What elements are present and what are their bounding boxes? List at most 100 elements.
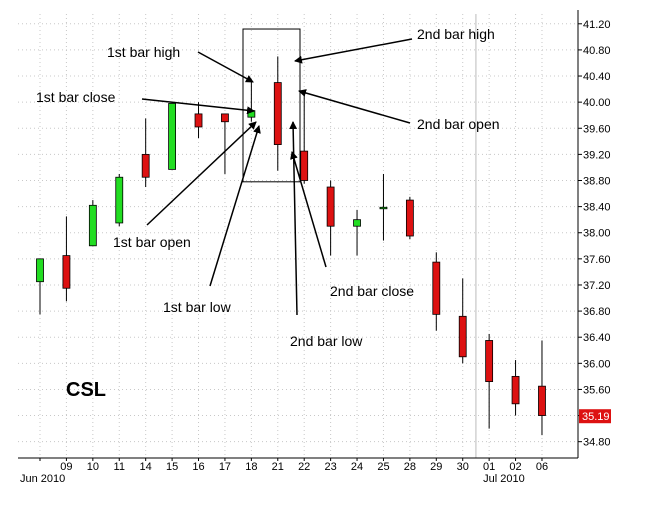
x-tick-label: 09	[60, 461, 72, 473]
candle	[300, 95, 309, 184]
highlight-box	[242, 28, 301, 183]
candle-body	[379, 206, 388, 210]
candle	[511, 360, 520, 416]
candle	[432, 252, 441, 331]
annotation-label: 2nd bar high	[417, 26, 495, 42]
y-tick-label: 40.00	[583, 97, 611, 109]
candle	[141, 118, 150, 188]
annotations: 1st bar high 1st bar close 1st bar open 1st…	[36, 26, 500, 349]
y-tick-label: 36.40	[583, 332, 611, 344]
candle-body	[141, 153, 150, 178]
annotation-label: 2nd bar close	[330, 283, 414, 299]
candle-body	[405, 199, 414, 237]
annotation: 1st bar high	[107, 44, 254, 83]
annotation-arrow	[290, 151, 327, 268]
candle	[247, 79, 256, 122]
candle-body	[115, 176, 124, 224]
candle	[405, 196, 414, 240]
annotation-arrow	[298, 89, 411, 124]
x-tick-label: 14	[140, 461, 152, 473]
annotation-arrow	[146, 121, 257, 226]
y-tick-label: 39.20	[583, 149, 611, 161]
annotation: 1st bar low	[163, 125, 261, 315]
y-tick-label: 38.00	[583, 228, 611, 240]
annotation-label: 1st bar close	[36, 89, 116, 105]
x-tick-label: 25	[377, 461, 389, 473]
y-tick-label: 36.00	[583, 358, 611, 370]
annotation-arrow	[294, 38, 413, 64]
x-tick-label: 17	[219, 461, 231, 473]
candle	[538, 340, 546, 436]
month-label: Jun 2010	[20, 473, 65, 485]
annotation: 1st bar open	[113, 121, 257, 250]
x-tick-label: 10	[87, 461, 99, 473]
candle-body	[511, 375, 520, 405]
highlight-box-rect	[242, 28, 301, 183]
x-tick-label: 22	[298, 461, 310, 473]
candle-body	[538, 385, 546, 416]
y-tick-label: 36.80	[583, 306, 611, 318]
annotation: 2nd bar low	[289, 121, 363, 349]
y-tick-label: 40.80	[583, 45, 611, 57]
x-tick-label: 06	[536, 461, 548, 473]
candle	[62, 216, 71, 302]
annotation: 2nd bar close	[290, 151, 414, 299]
x-tick-label: 29	[430, 461, 442, 473]
x-tick-label: 28	[404, 461, 416, 473]
candle	[88, 200, 97, 247]
candle	[115, 173, 124, 227]
x-tick-label: 11	[114, 461, 125, 473]
candle-body	[273, 82, 282, 145]
annotation: 2nd bar high	[294, 26, 495, 64]
candle	[194, 102, 203, 139]
annotation-label: 1st bar open	[113, 234, 191, 250]
candle-body	[485, 340, 494, 383]
y-tick-label: 37.20	[583, 280, 611, 292]
annotation-arrow	[289, 121, 298, 316]
x-tick-label: 16	[192, 461, 204, 473]
annotation-arrow	[209, 125, 261, 287]
candle-body	[62, 255, 71, 289]
candle-body	[326, 186, 335, 227]
symbol-label: CSL	[66, 379, 106, 401]
x-tick-label: 23	[324, 461, 336, 473]
axes: 34.8035.2035.6036.0036.4036.8037.2037.60…	[18, 10, 611, 485]
candle	[221, 113, 229, 174]
annotation-label: 2nd bar low	[290, 333, 363, 349]
candle	[168, 103, 177, 170]
y-tick-label: 38.40	[583, 202, 611, 214]
candle	[273, 56, 282, 171]
candle	[379, 173, 388, 241]
candle	[485, 333, 494, 429]
annotation-label: 1st bar high	[107, 44, 180, 60]
candle-body	[221, 113, 229, 123]
candle-body	[36, 258, 44, 283]
month-label: Jul 2010	[483, 473, 525, 485]
x-tick-label: 02	[509, 461, 521, 473]
annotation-label: 2nd bar open	[417, 116, 500, 132]
last-price-label: 35.19	[582, 411, 610, 423]
x-tick-label: 21	[272, 461, 284, 473]
annotation: 1st bar close	[36, 89, 255, 115]
annotation-arrow	[141, 98, 255, 115]
candle-body	[432, 261, 441, 315]
candle-body	[353, 219, 361, 227]
candle-body	[88, 204, 97, 247]
annotation-label: 1st bar low	[163, 299, 232, 315]
y-tick-label: 37.60	[583, 254, 611, 266]
annotation: 2nd bar open	[298, 89, 500, 132]
y-tick-label: 38.80	[583, 176, 611, 188]
x-tick-label: 18	[245, 461, 257, 473]
candle	[36, 258, 44, 315]
grid	[18, 14, 578, 458]
y-tick-label: 34.80	[583, 437, 611, 449]
candle-body	[458, 315, 467, 358]
y-tick-label: 41.20	[583, 19, 611, 31]
candle	[326, 180, 335, 256]
candle-body	[194, 113, 203, 128]
candle-body	[168, 103, 177, 170]
annotation-arrow	[197, 51, 254, 83]
y-tick-label: 40.40	[583, 71, 611, 83]
x-tick-label: 15	[166, 461, 178, 473]
